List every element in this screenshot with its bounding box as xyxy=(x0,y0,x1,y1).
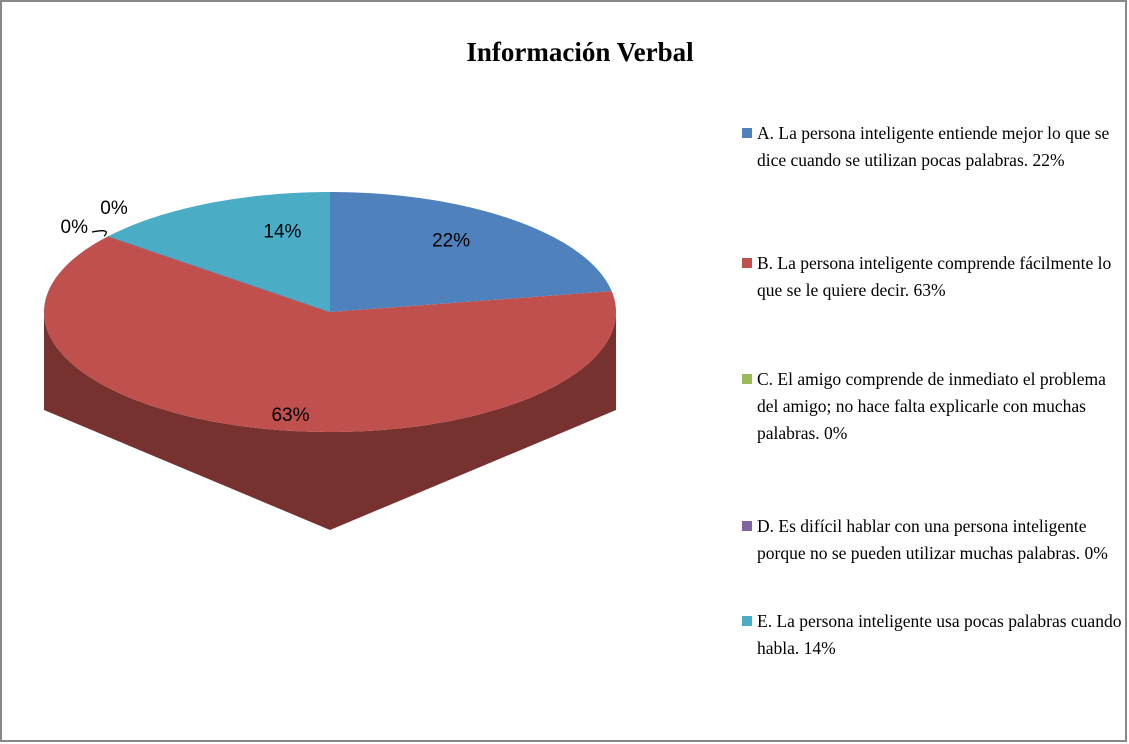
slice xyxy=(108,192,331,312)
legend-swatch xyxy=(742,258,752,268)
legend-swatch xyxy=(742,374,752,384)
slice-side xyxy=(44,312,616,530)
legend-label: A. La persona inteligente entiende mejor… xyxy=(757,123,1110,170)
data-label: 0% xyxy=(100,198,128,219)
legend-label: B. La persona inteligente comprende fáci… xyxy=(757,253,1112,300)
slice xyxy=(44,236,616,432)
data-label: 63% xyxy=(271,405,309,426)
slice xyxy=(107,235,331,313)
legend-label: C. El amigo comprende de inmediato el pr… xyxy=(757,369,1106,443)
legend-swatch xyxy=(742,521,752,531)
legend-swatch xyxy=(742,616,752,626)
legend-label: D. Es difícil hablar con una persona int… xyxy=(757,516,1108,563)
legend-label: E. La persona inteligente usa pocas pala… xyxy=(757,611,1122,658)
leader-line xyxy=(91,230,107,237)
slice xyxy=(330,192,612,312)
data-label: 22% xyxy=(432,230,470,251)
data-label: 14% xyxy=(263,221,301,242)
chart-title: Información Verbal xyxy=(466,37,694,67)
data-label: 0% xyxy=(61,217,89,238)
legend-swatch xyxy=(742,128,752,138)
